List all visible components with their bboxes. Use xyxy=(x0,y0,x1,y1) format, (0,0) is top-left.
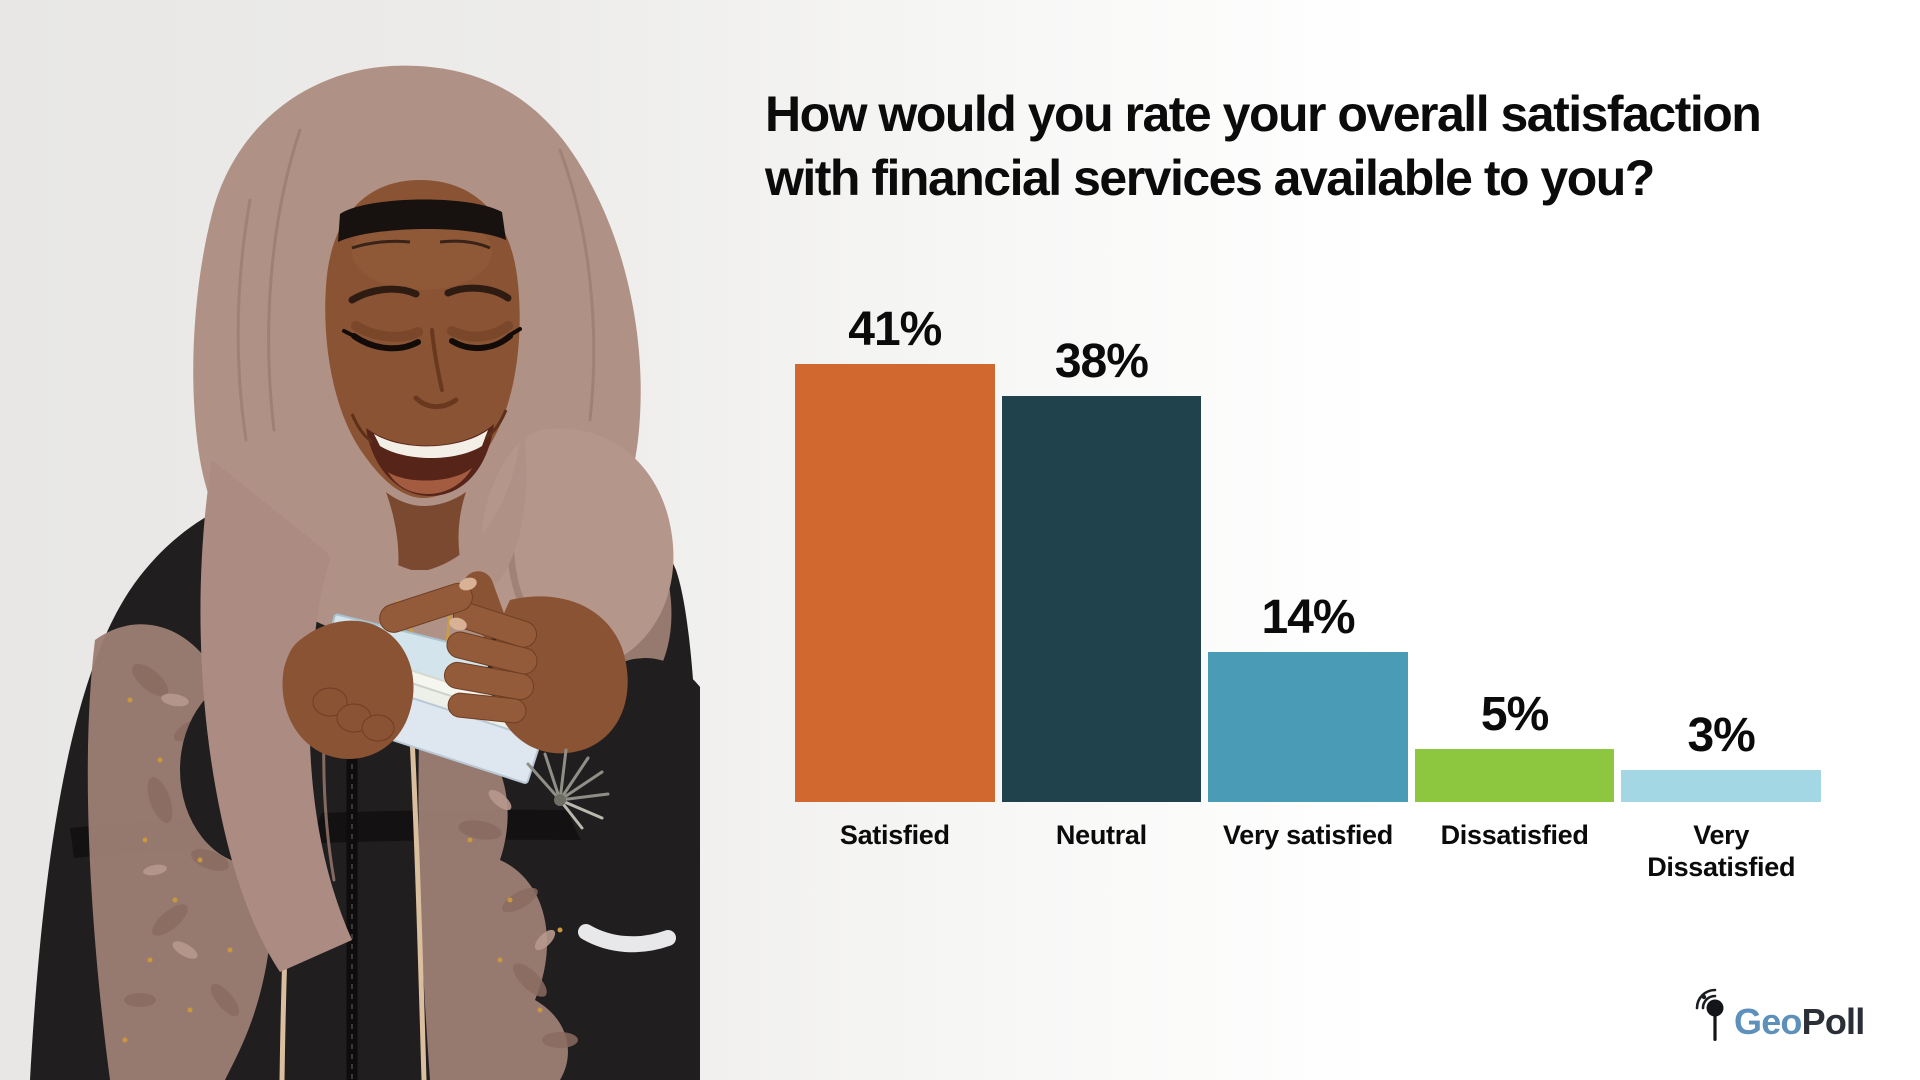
neck xyxy=(386,492,466,570)
bar-category-label-neutral: Neutral xyxy=(1055,820,1147,850)
bar-value-label-neutral: 38% xyxy=(1054,335,1149,388)
left-hand xyxy=(282,577,477,760)
right-hand xyxy=(443,571,628,754)
bar-neutral xyxy=(1001,396,1202,802)
bar-zone-dissatisfied: 5% xyxy=(1414,282,1615,802)
smile xyxy=(350,409,508,496)
bar-zone-very-dissatisfied: 3% xyxy=(1621,282,1821,802)
bar-dissatisfied xyxy=(1414,749,1615,802)
bar-column-very-dissatisfied: 3% Very Dissatisfied xyxy=(1621,282,1821,884)
bar-category-label-very-satisfied: Very satisfied xyxy=(1223,820,1393,850)
tassel-brooch xyxy=(526,748,610,830)
bar-zone-neutral: 38% xyxy=(1001,282,1202,802)
bar-chart: 41% Satisfied 38% Neutral 14% Very satisfied 5… xyxy=(795,282,1821,884)
bar-zone-very-satisfied: 14% xyxy=(1208,282,1408,802)
face xyxy=(315,180,527,632)
bar-very-dissatisfied xyxy=(1621,770,1821,802)
eyebrows xyxy=(348,284,512,304)
bar-column-very-satisfied: 14% Very satisfied xyxy=(1208,282,1408,884)
bar-value-label-very-dissatisfied: 3% xyxy=(1687,709,1755,762)
logo-text-geo: Geo xyxy=(1734,1001,1802,1042)
bar-column-dissatisfied: 5% Dissatisfied xyxy=(1414,282,1615,884)
headband xyxy=(338,199,506,242)
woman-photo-illustration: 500 500 xyxy=(30,65,700,1080)
nose xyxy=(413,328,459,409)
chart-title: How would you rate your overall satisfac… xyxy=(765,82,1762,210)
bar-column-satisfied: 41% Satisfied xyxy=(795,282,995,884)
bar-zone-satisfied: 41% xyxy=(795,282,995,802)
bar-category-label-satisfied: Satisfied xyxy=(839,820,950,850)
bar-category-label-very-dissatisfied: Very Dissatisfied xyxy=(1647,820,1796,882)
geopoll-pin-signal-icon xyxy=(1695,988,1724,1041)
bar-value-label-very-satisfied: 14% xyxy=(1261,591,1355,644)
chart-title-line2: with financial services available to you… xyxy=(765,150,1655,206)
bar-value-label-dissatisfied: 5% xyxy=(1480,688,1549,741)
logo-text-poll: Poll xyxy=(1801,1001,1866,1042)
bar-satisfied xyxy=(795,364,995,802)
geopoll-logo: Geo Poll xyxy=(1688,982,1866,1044)
bar-value-label-satisfied: 41% xyxy=(848,303,942,356)
chart-title-line1: How would you rate your overall satisfac… xyxy=(765,86,1762,142)
bar-category-label-dissatisfied: Dissatisfied xyxy=(1440,820,1589,850)
bar-column-neutral: 38% Neutral xyxy=(1001,282,1202,884)
watch xyxy=(578,924,676,953)
eyes-downcast xyxy=(342,321,522,352)
bar-very-satisfied xyxy=(1208,652,1408,802)
